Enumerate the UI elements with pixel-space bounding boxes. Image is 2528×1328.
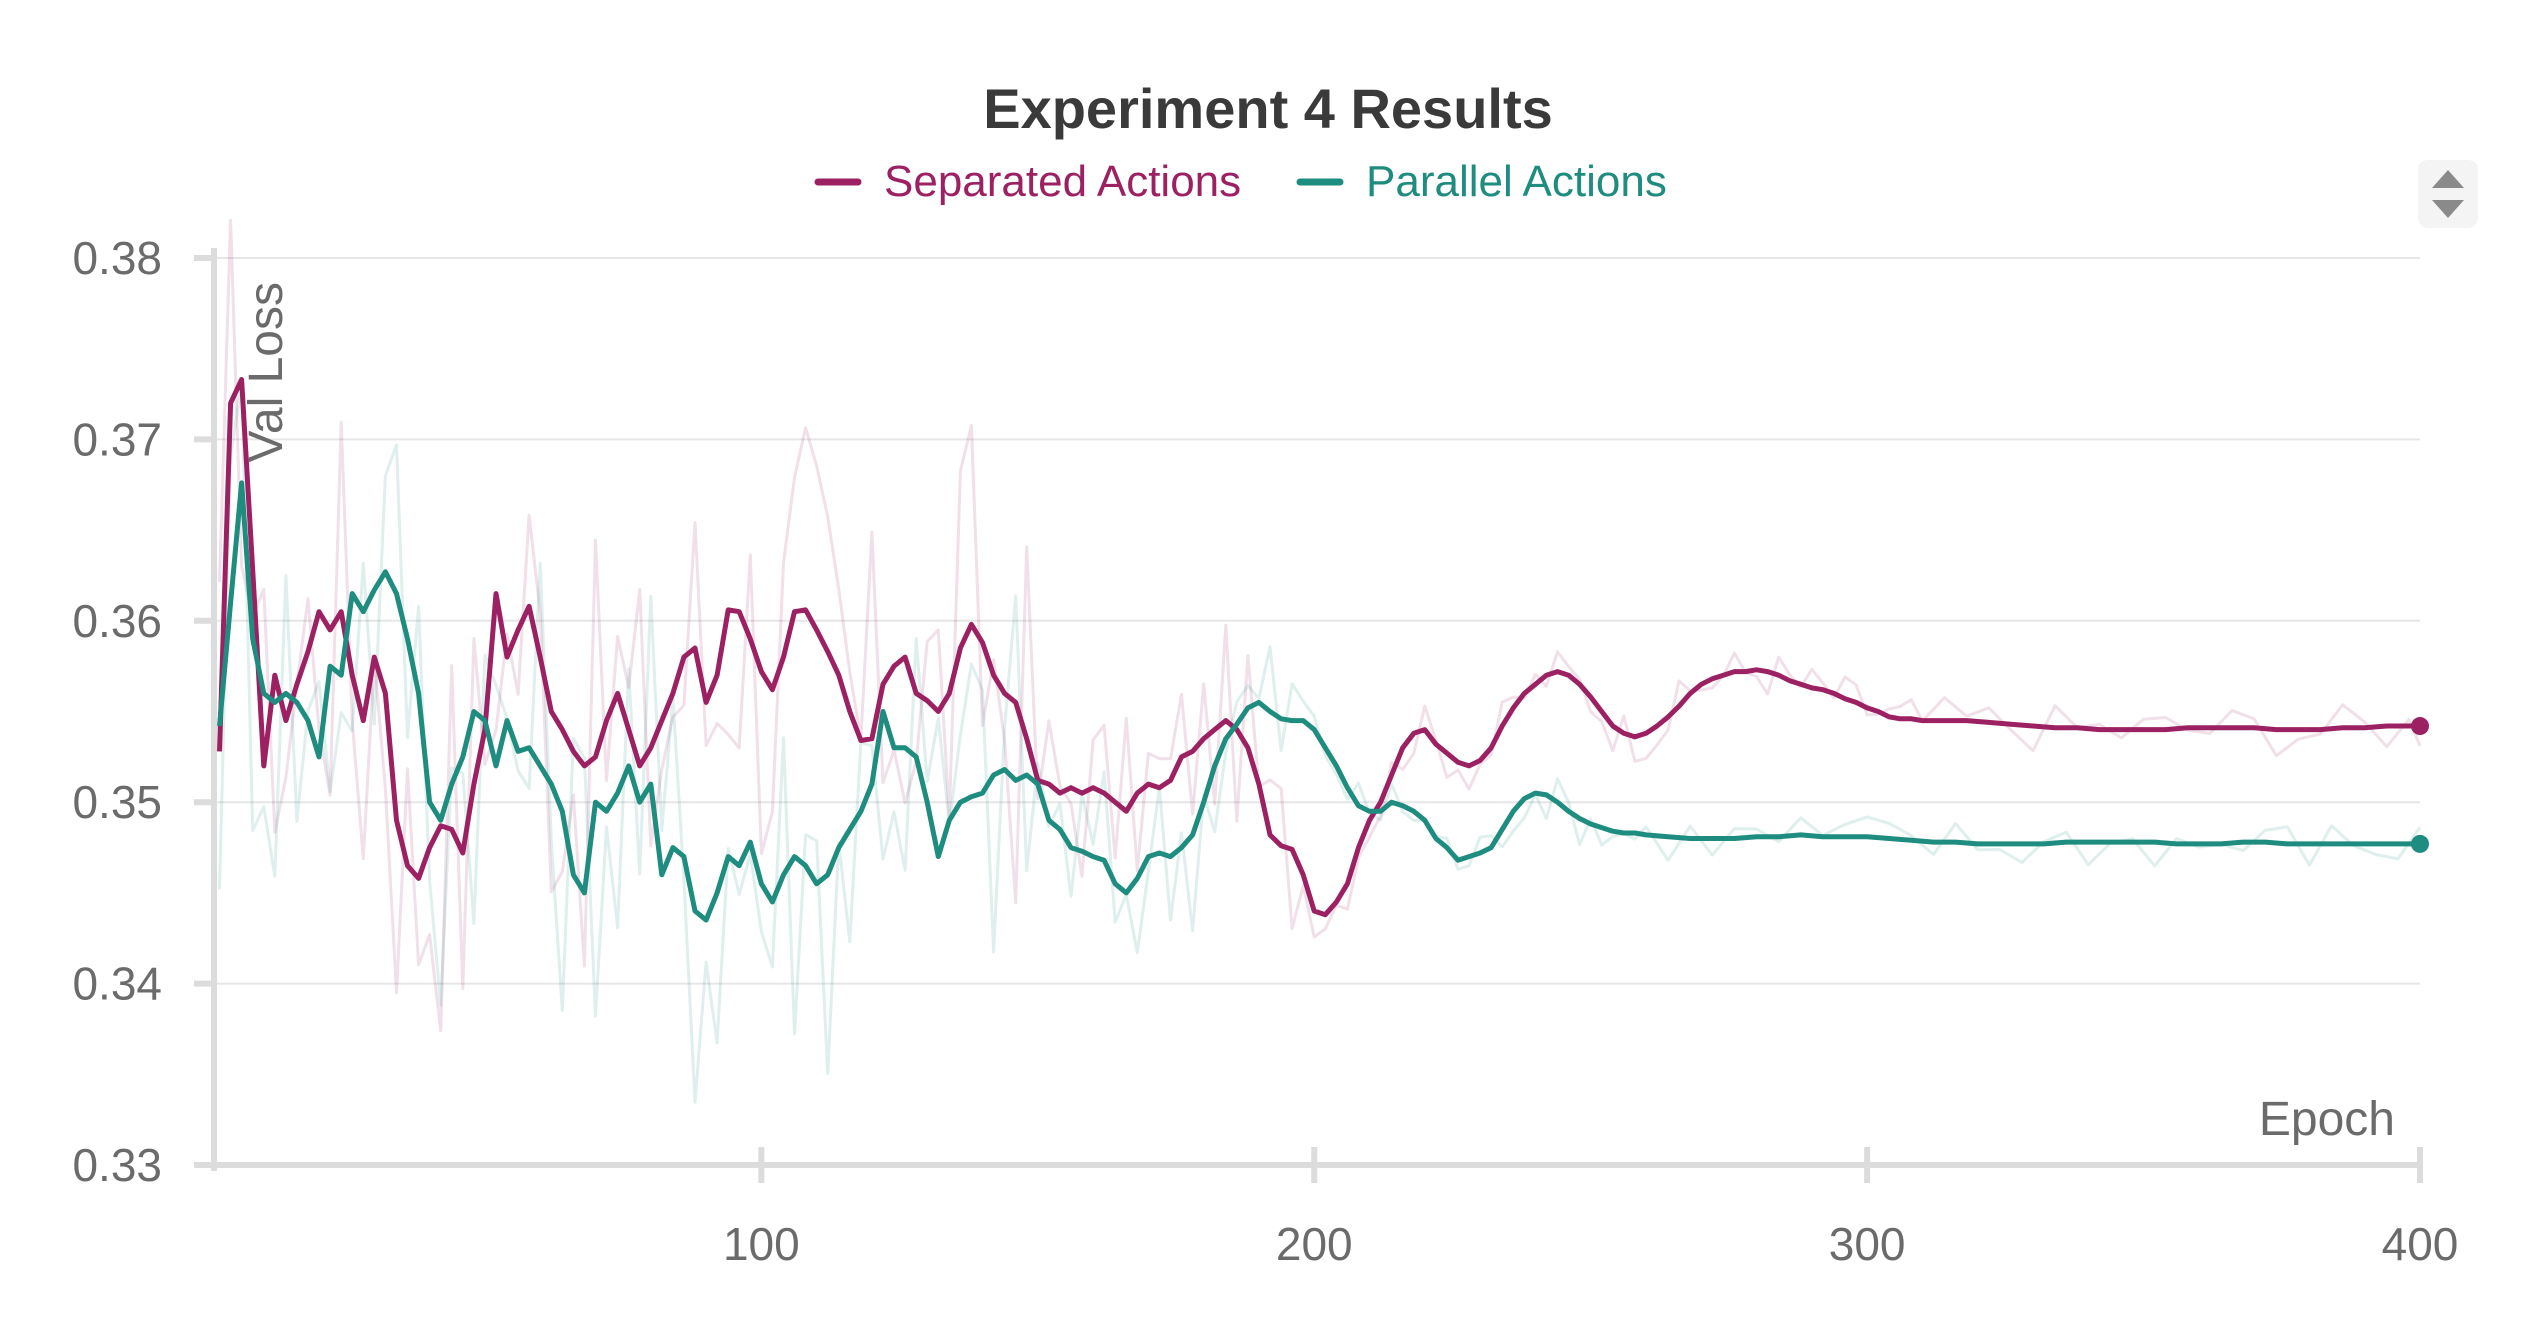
series [217, 218, 2429, 1104]
x-tick-label: 200 [1276, 1218, 1353, 1270]
x-tick-label: 100 [723, 1218, 800, 1270]
legend-label: Parallel Actions [1366, 157, 1667, 206]
labels: 0.33 0.34 0.35 0.36 0.37 0.38 100 200 300 400 [72, 232, 2458, 1270]
chart-title: Experiment 4 Results [983, 77, 1553, 140]
x-tick-label: 300 [1829, 1218, 1906, 1270]
series-endpoint [2411, 834, 2429, 853]
y-tick-label: 0.36 [72, 595, 162, 647]
y-tick-label: 0.35 [72, 776, 162, 828]
axes [194, 248, 2423, 1183]
y-tick-label: 0.37 [72, 413, 162, 465]
x-tick-label: 400 [2382, 1218, 2459, 1270]
series-endpoint [2411, 717, 2429, 736]
y-tick-label: 0.33 [72, 1139, 162, 1191]
series-line [217, 377, 2420, 918]
triangle-down-icon[interactable] [2432, 200, 2464, 218]
triangle-up-icon[interactable] [2432, 170, 2464, 188]
series-line [217, 480, 2420, 923]
legend: Separated Actions Parallel Actions [814, 157, 1667, 206]
y-axis-label: Val Loss [240, 282, 293, 463]
y-tick-label: 0.38 [72, 232, 162, 284]
series-raw-line [218, 218, 2422, 1033]
x-axis-label: Epoch [2259, 1093, 2395, 1146]
legend-scroll-control[interactable] [2418, 160, 2478, 228]
y-tick-label: 0.34 [72, 958, 162, 1010]
legend-label: Separated Actions [884, 157, 1241, 206]
